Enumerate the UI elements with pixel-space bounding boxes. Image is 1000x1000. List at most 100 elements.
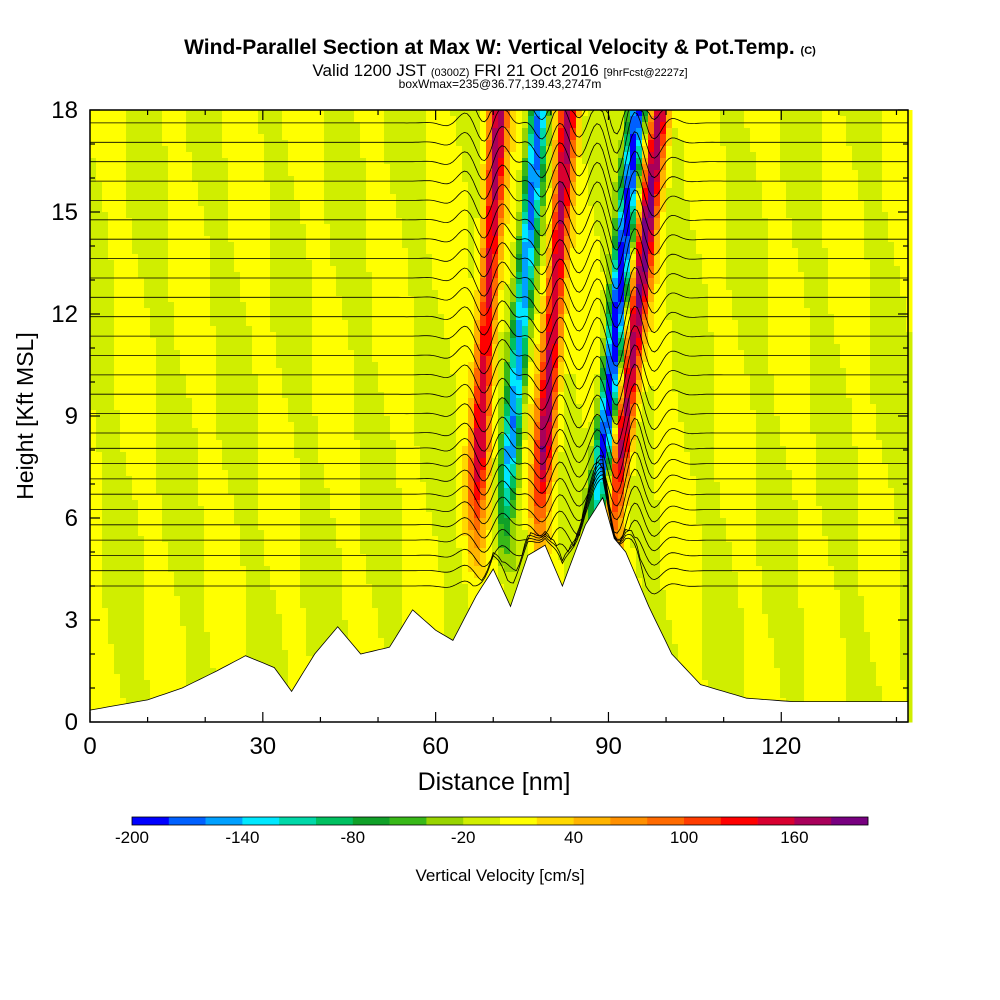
velocity-cell [204,254,211,261]
velocity-cell [378,248,385,255]
velocity-cell [372,218,379,225]
velocity-cell [270,362,277,369]
velocity-cell [270,164,277,171]
velocity-cell [306,200,313,207]
velocity-cell [294,320,301,327]
velocity-cell [354,374,361,381]
velocity-cell [300,326,307,333]
velocity-cell [378,626,385,633]
velocity-cell [300,134,307,141]
velocity-cell [276,548,283,555]
velocity-cell [240,404,247,411]
velocity-cell [180,644,187,651]
velocity-cell [258,584,265,591]
velocity-cell [288,398,295,405]
velocity-cell [180,368,187,375]
velocity-cell [360,344,367,351]
velocity-cell [288,572,295,579]
velocity-cell [270,590,277,597]
velocity-cell [330,128,337,135]
velocity-cell [96,554,103,561]
velocity-cell [180,248,187,255]
velocity-cell [168,212,175,219]
velocity-cell [366,596,373,603]
velocity-cell [108,350,115,357]
velocity-cell [156,512,163,519]
velocity-cell [378,566,385,573]
velocity-cell [156,296,163,303]
velocity-cell [240,242,247,249]
velocity-cell [186,308,193,315]
velocity-cell [264,248,271,255]
velocity-cell [174,146,181,153]
velocity-cell [306,560,313,567]
velocity-cell [336,578,343,585]
velocity-cell [372,326,379,333]
velocity-cell [276,464,283,471]
velocity-cell [360,440,367,447]
velocity-cell [240,206,247,213]
velocity-cell [258,626,265,633]
velocity-cell [174,140,181,147]
velocity-cell [276,440,283,447]
velocity-cell [216,422,223,429]
velocity-cell [216,374,223,381]
velocity-cell [102,260,109,267]
velocity-cell [306,530,313,537]
velocity-cell [204,134,211,141]
velocity-cell [156,338,163,345]
velocity-cell [108,362,115,369]
velocity-cell [300,584,307,591]
velocity-cell [90,266,97,273]
velocity-cell [216,608,223,615]
velocity-cell [270,440,277,447]
velocity-cell [240,368,247,375]
velocity-cell [306,254,313,261]
velocity-cell [366,638,373,645]
velocity-cell [126,584,133,591]
velocity-cell [276,356,283,363]
velocity-cell [318,422,325,429]
velocity-cell [162,158,169,165]
velocity-cell [150,596,157,603]
velocity-cell [174,536,181,543]
velocity-cell [294,620,301,627]
velocity-cell [168,464,175,471]
velocity-cell [306,266,313,273]
velocity-cell [312,350,319,357]
velocity-cell [210,254,217,261]
velocity-cell [150,602,157,609]
velocity-cell [312,602,319,609]
velocity-cell [312,182,319,189]
velocity-cell [216,434,223,441]
velocity-cell [264,422,271,429]
velocity-cell [264,170,271,177]
velocity-cell [312,320,319,327]
velocity-cell [360,338,367,345]
velocity-cell [102,428,109,435]
velocity-cell [162,320,169,327]
velocity-cell [198,170,205,177]
velocity-cell [228,572,235,579]
velocity-cell [276,446,283,453]
velocity-cell [300,428,307,435]
velocity-cell [90,470,97,477]
velocity-cell [150,446,157,453]
velocity-cell [168,632,175,639]
velocity-cell [96,524,103,531]
velocity-cell [288,338,295,345]
velocity-cell [156,182,163,189]
velocity-cell [276,428,283,435]
velocity-cell [180,662,187,669]
velocity-cell [108,656,115,663]
velocity-cell [174,368,181,375]
velocity-cell [360,176,367,183]
velocity-cell [258,590,265,597]
velocity-cell [348,326,355,333]
velocity-cell [378,584,385,591]
velocity-cell [216,542,223,549]
velocity-cell [366,248,373,255]
velocity-cell [354,272,361,279]
velocity-cell [324,446,331,453]
velocity-cell [282,362,289,369]
